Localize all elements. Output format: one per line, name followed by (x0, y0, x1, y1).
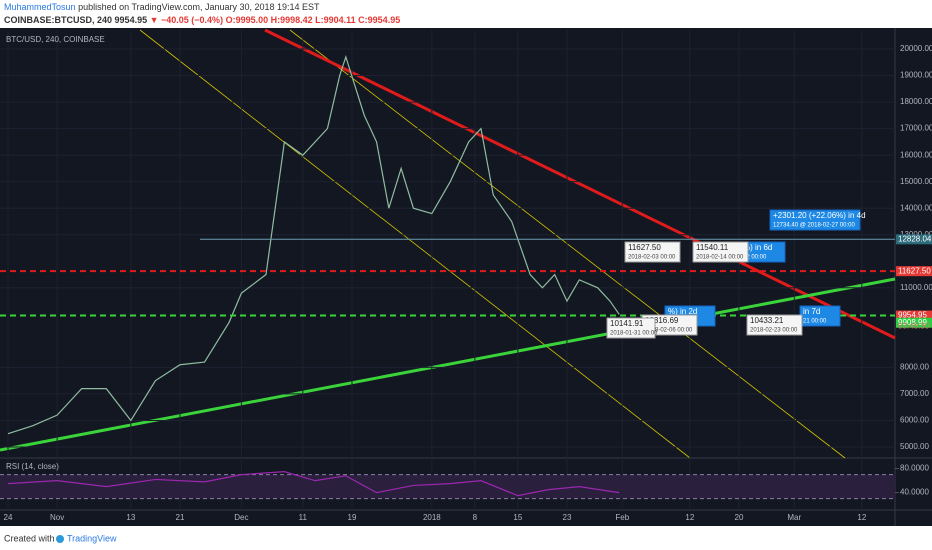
channel-line (289, 29, 846, 459)
x-tick-label: 23 (563, 513, 572, 522)
price-label-bg (896, 234, 932, 245)
annotation-sub: 12734.40 @ 2018-02-27 00:00 (773, 223, 855, 229)
ohlc: O:9995.00 H:9998.42 L:9904.11 C:9954.95 (225, 15, 401, 25)
y-tick-label: 5000.00 (900, 442, 929, 451)
price-label: 11627.50 (898, 266, 931, 275)
annotation-box (606, 317, 656, 339)
y-tick-label: 11000.00 (900, 283, 932, 292)
last: 9954.95 (114, 15, 148, 25)
annotation-sub: 2018-02-06 00:00 (645, 328, 693, 334)
annotation-box (769, 209, 861, 231)
footer-brand[interactable]: TradingView (67, 533, 117, 543)
chart-title: BTC/USD, 240, COINBASE (6, 35, 105, 44)
price-label-bg (896, 310, 932, 321)
y-tick-label: 15000.00 (900, 177, 932, 186)
annotation-text: in 7d (803, 307, 820, 316)
annotation-box (692, 241, 749, 263)
annotation-sub: 21 00:00 (803, 319, 827, 325)
footer-bg (0, 526, 932, 550)
x-tick-label: Dec (234, 513, 248, 522)
x-tick-label: 21 (176, 513, 185, 522)
x-tick-label: 8 (473, 513, 478, 522)
annotation-text: 10433.21 (750, 316, 784, 325)
price-label-bg (896, 317, 932, 328)
annotation-text: 10141.91 (610, 319, 644, 328)
annotation-text: 10316.69 (645, 316, 679, 325)
price-label-bg (896, 266, 932, 277)
brand-logo (56, 535, 64, 543)
y-tick-label: 7000.00 (900, 389, 929, 398)
rsi-line (7, 471, 620, 497)
price-label: 9954.95 (898, 311, 927, 320)
change: ▼ −40.05 (−0.4%) (149, 15, 224, 25)
x-tick-label: 2018 (423, 513, 441, 522)
x-tick-label: Nov (50, 513, 64, 522)
annotation-box (624, 241, 681, 263)
channel-line (139, 29, 691, 459)
price-label: 9908.99 (898, 318, 927, 327)
y-tick-label: 20000.00 (900, 44, 932, 53)
y-tick-label: 18000.00 (900, 97, 932, 106)
x-tick-label: Mar (787, 513, 801, 522)
annotation-text: 11540.11 (696, 243, 729, 252)
annotation-sub: 12 00:00 (743, 255, 767, 261)
x-tick-label: 20 (735, 513, 744, 522)
y-tick-label: 14000.00 (900, 203, 932, 212)
published: published on TradingView.com, January 30… (78, 2, 320, 12)
annotation-box (746, 314, 803, 336)
x-tick-label: 13 (126, 513, 135, 522)
x-tick-label: 12 (685, 513, 694, 522)
x-tick-label: 15 (513, 513, 522, 522)
annotation-text: %) in 2d (668, 307, 697, 316)
symbol: COINBASE:BTCUSD, 240 (4, 15, 113, 25)
annotation-text: 11627.50 (628, 243, 661, 252)
x-tick-label: 12 (857, 513, 866, 522)
trend-line (0, 277, 896, 452)
annotation-sub: 2018-02-14 00:00 (696, 255, 744, 261)
author[interactable]: MuhammedTosun (4, 2, 76, 12)
y-tick-label: 6000.00 (900, 416, 929, 425)
header-line: MuhammedTosun published on TradingView.c… (4, 2, 320, 12)
x-tick-label: 11 (299, 513, 308, 522)
annotation-sub: 2018-01-31 00:00 (610, 331, 658, 337)
annotation-sub: 2018-02-23 00:00 (750, 328, 798, 334)
x-tick-label: 19 (348, 513, 357, 522)
price-line (7, 55, 620, 435)
x-tick-label: 24 (4, 513, 13, 522)
y-tick-label: 80.0000 (900, 464, 929, 473)
price-label: 12828.04 (898, 234, 932, 243)
countdown: 03:45:30 (898, 322, 930, 331)
y-tick-label: 40.0000 (900, 488, 929, 497)
annotation-text: +2301.20 (+22.06%) in 4d (773, 211, 866, 220)
rsi-title: RSI (14, close) (6, 462, 59, 471)
ticker-line: COINBASE:BTCUSD, 240 9954.95 ▼ −40.05 (−… (4, 15, 400, 25)
footer-text: Created with (4, 533, 55, 543)
y-tick-label: 16000.00 (900, 150, 932, 159)
x-tick-label: Feb (615, 513, 629, 522)
y-tick-label: 17000.00 (900, 124, 932, 133)
chart-bg (0, 28, 932, 526)
y-tick-label: 19000.00 (900, 71, 932, 80)
annotation-text: %) in 6d (743, 243, 772, 252)
y-tick-label: 8000.00 (900, 363, 929, 372)
trend-line (264, 28, 896, 340)
annotation-sub: 2018-02-03 00:00 (628, 255, 676, 261)
rsi-band (0, 474, 895, 499)
